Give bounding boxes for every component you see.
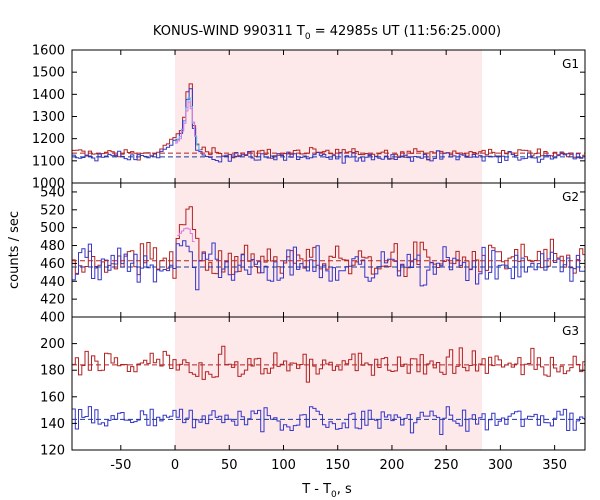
- x-axis-label-rest: , s: [337, 482, 352, 497]
- x-tick-label: 300: [488, 458, 513, 473]
- panel-g2: 400 420 440 460 480 500 520 540 G2: [40, 182, 586, 326]
- chart-title-main: KONUS-WIND 990311 T: [153, 24, 305, 39]
- y-tick-label: 1300: [32, 110, 65, 125]
- series-blue-g2: [72, 240, 585, 291]
- x-axis-label-main: T - T: [301, 482, 331, 497]
- x-tick-label: 150: [325, 458, 350, 473]
- shaded-interval: [175, 183, 482, 317]
- panel-frame: [71, 316, 586, 451]
- series-group: [72, 345, 585, 435]
- x-tick-label: 350: [542, 458, 567, 473]
- chart-title: KONUS-WIND 990311 T0 = 42985s UT (11:56:…: [153, 24, 501, 42]
- chart-title-subscript: 0: [305, 32, 311, 42]
- y-tick-label: 140: [40, 417, 65, 432]
- series-group: [72, 83, 585, 164]
- panel-label: G1: [562, 57, 579, 71]
- y-tick-label: 1400: [32, 88, 65, 103]
- series-blue-g1: [72, 88, 585, 164]
- y-tick-label: 520: [40, 203, 65, 218]
- y-tick-label: 1200: [32, 132, 65, 147]
- series-blue-g3: [72, 406, 585, 435]
- panel-label: G2: [562, 190, 579, 204]
- panel-g1: 1000 1100 1200 1300 1400 1500 1600 G1: [32, 44, 586, 192]
- series-peak-pink: [175, 101, 197, 144]
- x-tick-label: -50: [110, 458, 131, 473]
- y-tick-label: 440: [40, 275, 65, 290]
- x-tick-label: 0: [171, 458, 179, 473]
- y-tick-label: 400: [40, 311, 65, 326]
- y-tick-label: 1000: [32, 177, 65, 192]
- series-red-g2: [72, 206, 585, 279]
- y-tick-label: 120: [40, 444, 65, 459]
- y-tick-label: 200: [40, 337, 65, 352]
- series-peak-pink: [177, 227, 195, 242]
- y-tick-label: 1500: [32, 66, 65, 81]
- y-tick-label: 500: [40, 221, 65, 236]
- series-group: [72, 206, 585, 291]
- chart-title-rest: = 42985s UT (11:56:25.000): [311, 24, 501, 39]
- y-axis-label: counts / sec: [7, 211, 22, 289]
- shaded-interval: [175, 50, 482, 183]
- y-tick-label: 420: [40, 293, 65, 308]
- x-tick-label: 200: [380, 458, 405, 473]
- shaded-interval: [175, 317, 482, 450]
- x-axis-label: T - T0, s: [301, 482, 352, 500]
- x-axis-label-subscript: 0: [331, 490, 337, 500]
- series-red-g3: [72, 345, 585, 383]
- y-tick-label: 480: [40, 239, 65, 254]
- y-tick-label: 1600: [32, 44, 65, 59]
- panel-label: G3: [562, 324, 579, 338]
- panels-layer: 1000110012001300140015001600G14004204404…: [32, 44, 586, 473]
- x-tick-label: 250: [434, 458, 459, 473]
- panel-g3: 120 140 160 180 200 G3: [40, 316, 586, 459]
- x-tick-label: 100: [271, 458, 296, 473]
- y-tick-label: 160: [40, 390, 65, 405]
- y-tick-label: 1100: [32, 154, 65, 169]
- y-tick-label: 180: [40, 364, 65, 379]
- y-tick-label: 460: [40, 257, 65, 272]
- x-tick-label: 50: [221, 458, 238, 473]
- y-tick-label: 540: [40, 185, 65, 200]
